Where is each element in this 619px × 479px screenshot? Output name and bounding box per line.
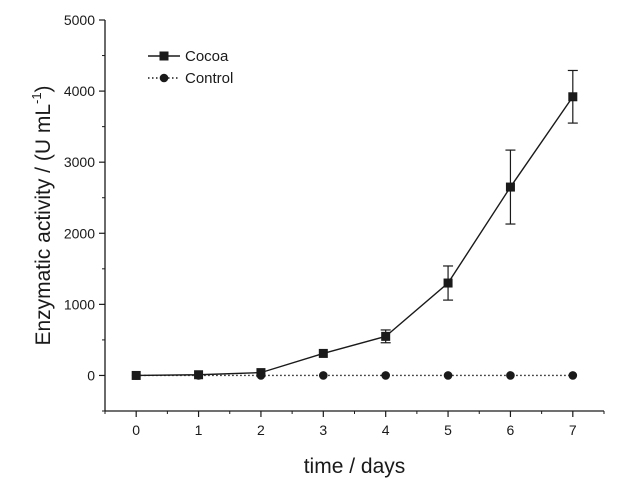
x-tick-label: 4 — [382, 422, 390, 438]
y-axis-title: Enzymatic activity / (U mL-1) — [29, 85, 55, 345]
data-point-control — [319, 371, 328, 380]
y-tick-label: 1000 — [64, 296, 95, 312]
data-point-cocoa — [443, 278, 453, 288]
x-tick-label: 6 — [507, 422, 515, 438]
axes: 0 1 2 3 4 5 6 7 0 1000 2000 3000 4000 5000 — [64, 12, 605, 438]
x-tick-label: 2 — [257, 422, 265, 438]
y-tick-label: 3000 — [64, 154, 95, 170]
x-axis-title: time / days — [304, 455, 406, 478]
data-point-control — [381, 371, 390, 380]
data-point-control — [443, 371, 453, 380]
legend-marker-control — [159, 73, 169, 83]
y-axis-title-main: Enzymatic activity / (U mL — [32, 104, 55, 346]
y-tick-label: 0 — [87, 367, 95, 383]
legend: Cocoa Control — [148, 48, 233, 87]
data-point-cocoa — [568, 92, 578, 102]
data-point-control — [256, 371, 266, 380]
x-tick-label: 3 — [319, 422, 327, 438]
y-axis-title-superscript: -1 — [29, 92, 44, 104]
y-tick-label: 2000 — [64, 225, 95, 241]
data-point-cocoa — [318, 348, 328, 358]
x-tick-label: 1 — [195, 422, 203, 438]
x-tick-label: 5 — [444, 422, 452, 438]
data-point-control — [194, 371, 203, 380]
y-tick-label: 5000 — [64, 12, 95, 28]
legend-label-control: Control — [185, 70, 233, 87]
data-point-control — [506, 371, 515, 380]
legend-marker-cocoa — [159, 51, 169, 61]
plot-area — [131, 69, 578, 380]
data-point-control — [568, 371, 578, 380]
y-axis-title-close: ) — [32, 85, 55, 92]
series-line-cocoa — [136, 96, 574, 377]
data-point-cocoa — [505, 182, 515, 192]
data-point-control — [131, 371, 141, 380]
y-tick-label: 4000 — [64, 83, 95, 99]
data-point-cocoa — [381, 331, 391, 341]
x-tick-label: 0 — [132, 422, 140, 438]
legend-label-cocoa: Cocoa — [185, 48, 229, 65]
x-tick-label: 7 — [569, 422, 577, 438]
